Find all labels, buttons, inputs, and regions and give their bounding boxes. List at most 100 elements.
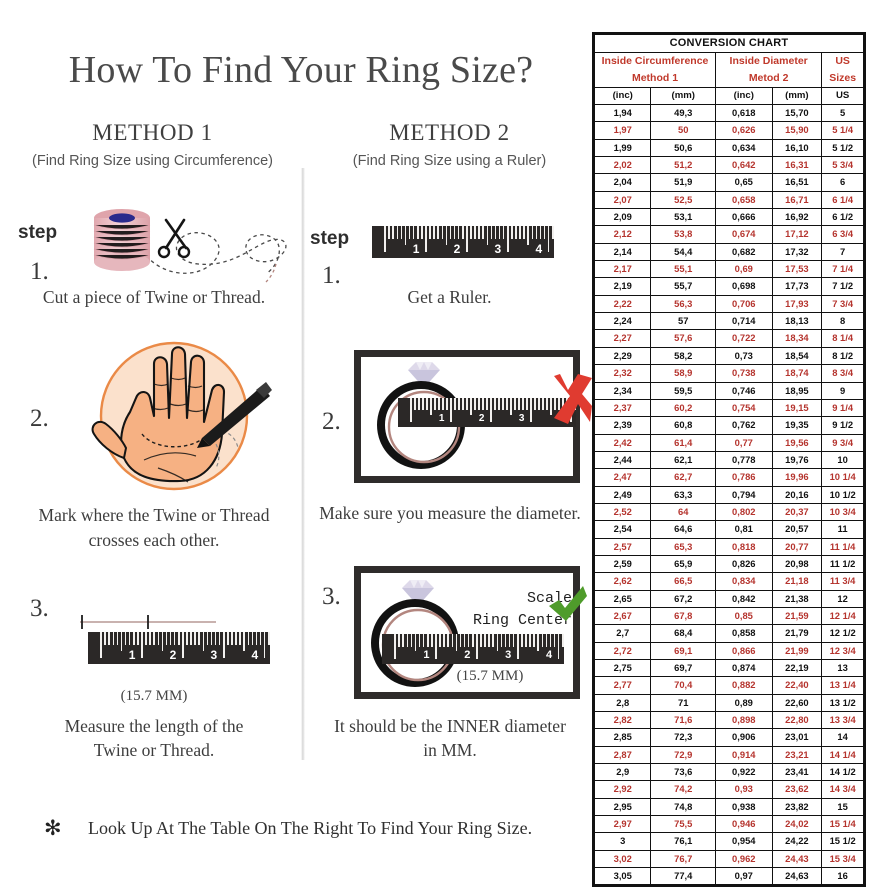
table-cell: 17,12	[771, 225, 823, 244]
method-1-step-2-caption-line2: crosses each other.	[88, 530, 220, 550]
group-header-us-sizes: US Sizes	[821, 52, 864, 88]
table-cell: 49,3	[650, 103, 717, 123]
ruler-tick	[506, 226, 509, 253]
ruler-tick	[484, 634, 486, 647]
method-2-subtitle: (Find Ring Size using a Ruler)	[352, 153, 547, 169]
ruler-tick	[141, 632, 143, 659]
table-cell: 2,49	[593, 485, 652, 504]
table-cell: 0,954	[715, 832, 773, 851]
table-cell: 15,70	[771, 103, 823, 123]
asterisk-icon: ✻	[44, 816, 62, 840]
ruler-tick	[243, 632, 245, 651]
column-header-inc-1: (inc)	[593, 87, 652, 105]
table-head: CONVERSION CHART Inside Circumference Me…	[593, 34, 864, 105]
table-row: 2,59 65,9 0,826 20,98 11 1/2	[593, 554, 864, 574]
ruler-tick	[534, 398, 536, 411]
table-cell: 13 3/4	[821, 711, 864, 730]
table-cell: 68,4	[650, 624, 717, 643]
table-cell: 17,93	[771, 294, 823, 314]
table-cell: 23,01	[771, 728, 823, 747]
ruler-tick	[562, 398, 564, 411]
ruler-tick	[388, 226, 390, 240]
ruler-tick	[190, 632, 192, 646]
table-cell: 71	[650, 693, 717, 713]
conversion-table: CONVERSION CHART Inside Circumference Me…	[593, 34, 864, 886]
thread-measure-icon	[80, 615, 216, 629]
table-cell: 0,818	[715, 537, 773, 556]
table-cell: 67,2	[650, 589, 717, 608]
ruler-tick	[510, 398, 512, 415]
table-row: 2,95 74,8 0,938 23,82 15	[593, 797, 864, 817]
table-row: 2,65 67,2 0,842 21,38 12	[593, 589, 864, 608]
table-cell: 58,9	[650, 364, 717, 383]
ruler-icon-method1: 1 2 3 4	[88, 632, 270, 664]
ruler-tick	[466, 398, 468, 411]
group-diameter-line1: Inside Diameter	[729, 55, 808, 67]
table-cell: 16,92	[771, 208, 823, 227]
table-cell: 18,34	[771, 329, 823, 348]
table-cell: 13 1/4	[821, 676, 864, 695]
table-row: 2,67 67,8 0,85 21,59 12 1/4	[593, 606, 864, 626]
table-cell: 15 1/2	[821, 832, 864, 851]
column-header-mm-2: (mm)	[771, 87, 823, 105]
ruler-label: 4	[546, 649, 553, 661]
table-cell: 7 3/4	[821, 294, 864, 314]
table-cell: 19,35	[771, 416, 823, 435]
ruler-tick	[426, 634, 429, 647]
table-row: 2,57 65,3 0,818 20,77 11 1/4	[593, 537, 864, 556]
table-row: 1,99 50,6 0,634 16,10 5 1/2	[593, 138, 864, 158]
table-row: 2,49 63,3 0,794 20,16 10 1/2	[593, 485, 864, 504]
table-cell: 23,62	[771, 780, 823, 799]
table-cell: 16,10	[771, 138, 823, 158]
table-cell: 58,2	[650, 346, 717, 366]
ruler-tick	[454, 398, 456, 411]
table-row: 2,7 68,4 0,858 21,79 12 1/2	[593, 624, 864, 643]
ruler-tick	[506, 398, 508, 411]
ruler-tick	[437, 226, 440, 240]
table-cell: 0,674	[715, 225, 773, 244]
table-cell: 18,95	[771, 381, 823, 400]
ruler-tick	[474, 398, 476, 411]
ruler-label: 1	[412, 242, 420, 256]
table-cell: 0,754	[715, 398, 773, 418]
table-cell: 0,618	[715, 103, 773, 123]
table-row: 2,12 53,8 0,674 17,12 6 3/4	[593, 225, 864, 244]
scale-label-line2: Ring Center	[472, 611, 572, 629]
ruler-tick	[433, 226, 435, 240]
ruler-tick	[480, 634, 482, 647]
table-row: 2,8 71 0,89 22,60 13 1/2	[593, 693, 864, 713]
ruler-tick	[482, 226, 485, 240]
ruler-tick	[202, 632, 205, 651]
ruler-tick	[538, 398, 540, 411]
ruler-tick	[422, 398, 424, 411]
ruler-tick	[263, 632, 266, 659]
ruler-tick	[549, 634, 552, 647]
ruler-tick	[422, 634, 425, 647]
ruler-tick	[442, 398, 444, 411]
table-cell: 9 1/2	[821, 416, 864, 435]
table-cell: 57	[650, 312, 717, 331]
ruler-tick	[500, 634, 503, 647]
table-row: 1,97 50 0,626 15,90 5 1/4	[593, 121, 864, 140]
ruler-tick	[408, 226, 411, 240]
table-cell: 10 1/4	[821, 468, 864, 487]
table-cell: 0,946	[715, 815, 773, 834]
ruler-tick	[402, 634, 405, 647]
ruler-tick	[412, 226, 415, 240]
table-cell: 0,866	[715, 641, 773, 661]
table-cell: 6 3/4	[821, 225, 864, 244]
ruler-tick	[482, 398, 484, 411]
method-2-step-2-number: 2.	[322, 408, 341, 435]
table-cell: 0,826	[715, 554, 773, 574]
table-cell: 0,634	[715, 138, 773, 158]
ruler-tick	[198, 632, 201, 646]
table-cell: 0,73	[715, 346, 773, 366]
ruler-tick	[173, 632, 176, 646]
table-cell: 0,738	[715, 364, 773, 383]
table-cell: 2,44	[593, 450, 652, 470]
ruler-tick	[231, 632, 233, 646]
table-cell: 2,39	[593, 416, 652, 435]
table-cell: 67,8	[650, 606, 717, 626]
table-cell: 6	[821, 173, 864, 192]
table-row: 2,02 51,2 0,642 16,31 5 3/4	[593, 156, 864, 175]
